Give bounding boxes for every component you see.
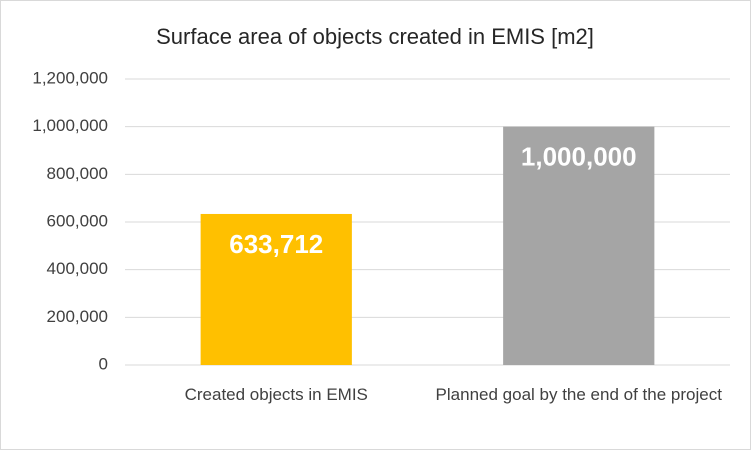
data-label: 1,000,000 [521,142,637,172]
y-tick-label: 1,200,000 [32,68,108,87]
y-tick-label: 400,000 [47,259,108,278]
bar [200,213,352,365]
y-tick-label: 200,000 [47,307,108,326]
y-tick-label: 0 [99,354,108,373]
x-tick-label: Planned goal by the end of the project [435,385,722,404]
x-tick-label: Created objects in EMIS [184,385,368,404]
bar [503,126,655,366]
y-tick-label: 600,000 [47,211,108,230]
y-tick-label: 1,000,000 [32,116,108,135]
y-tick-label: 800,000 [47,164,108,183]
chart-title: Surface area of objects created in EMIS … [156,24,594,49]
data-label: 633,712 [229,229,323,259]
